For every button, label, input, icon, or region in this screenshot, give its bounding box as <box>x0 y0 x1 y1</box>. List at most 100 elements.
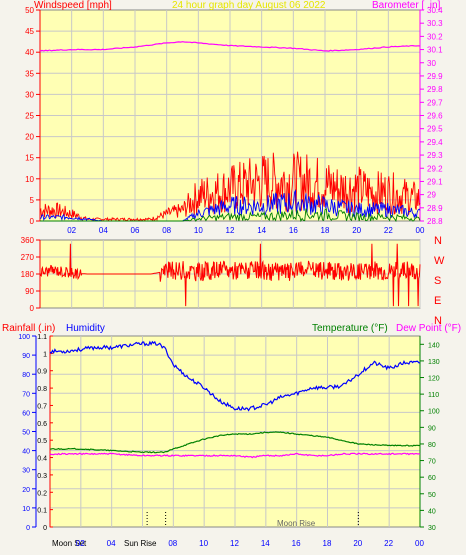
humidity-tick-label: 60 <box>22 410 30 417</box>
humidity-tick-label: 70 <box>22 391 30 398</box>
temperature-tick-label: 130 <box>428 359 440 366</box>
barometer-series <box>39 41 421 52</box>
wind-low-series <box>40 208 421 223</box>
wind-left-tick-label: 45 <box>25 27 34 36</box>
temp-x-tick-label: 00 <box>415 539 424 548</box>
temp-x-tick-label: 12 <box>230 539 239 548</box>
temperature-tick-label: 90 <box>428 425 436 432</box>
temp-x-tick-label: 20 <box>353 539 362 548</box>
dewpoint-series <box>49 452 421 459</box>
humidity-tick-label: 80 <box>22 372 30 379</box>
wind-right-tick-label: 29.4 <box>427 138 443 147</box>
wind-x-tick-label: 08 <box>162 226 171 235</box>
wind-x-tick-label: 14 <box>257 226 266 235</box>
temp-x-tick-label: 18 <box>323 539 332 548</box>
wind-gust-series <box>39 151 421 222</box>
wind-right-tick-label: 30.1 <box>427 46 443 55</box>
wind-left-tick-label: 20 <box>25 133 34 142</box>
wind-x-tick-label: 04 <box>99 226 108 235</box>
rain-tick-label: 0.9 <box>37 369 47 376</box>
wind-right-tick-label: 29.3 <box>427 151 443 160</box>
humidity-tick-label: 0 <box>26 525 30 532</box>
wind-left-tick-label: 50 <box>25 6 34 15</box>
temp-x-tick-label: 14 <box>261 539 270 548</box>
rain-tick-label: 0.7 <box>37 403 47 410</box>
rain-tick-label: 0 <box>43 525 47 532</box>
humidity-tick-label: 90 <box>22 353 30 360</box>
humidity-tick-label: 40 <box>22 449 30 456</box>
temp-x-tick-label: 02 <box>76 539 85 548</box>
wind-direction-series <box>39 243 421 307</box>
temp-x-tick-label: Moon Set <box>52 539 87 548</box>
temperature-tick-label: 120 <box>428 376 440 383</box>
rain-tick-label: 1.1 <box>37 334 47 341</box>
temp-x-tick-label: 22 <box>384 539 393 548</box>
rain-tick-label: 0.8 <box>37 386 47 393</box>
dir-left-tick-label: 180 <box>21 270 35 279</box>
wind-x-tick-label: 12 <box>226 226 235 235</box>
humidity-axis-label: Humidity <box>66 323 105 334</box>
wind-x-tick-label: 18 <box>321 226 330 235</box>
humidity-tick-label: 50 <box>22 430 30 437</box>
wind-x-tick-label: 16 <box>289 226 298 235</box>
wind-left-tick-label: 35 <box>25 69 34 78</box>
moon-rise-label: Moon Rise <box>277 519 316 528</box>
humidity-tick-label: 10 <box>22 506 30 513</box>
wind-left-axis-label: Windspeed [mph] <box>34 0 112 11</box>
wind-right-tick-label: 28.8 <box>427 217 443 226</box>
dir-compass-label: N <box>434 235 442 247</box>
dir-compass-label: W <box>434 255 445 267</box>
rainfall-axis-label: Rainfall (.in) <box>2 323 55 334</box>
temperature-tick-label: 50 <box>428 492 436 499</box>
wind-right-tick-label: 29.9 <box>427 72 443 81</box>
rain-tick-label: 0.4 <box>37 456 47 463</box>
wind-right-tick-label: 29.8 <box>427 85 443 94</box>
temperature-humidity-chart: 010203040506070809010000.10.20.30.40.50.… <box>2 323 461 548</box>
wind-left-tick-label: 30 <box>25 90 34 99</box>
wind-right-tick-label: 29.7 <box>427 98 443 107</box>
rain-tick-label: 0.5 <box>37 438 47 445</box>
wind-x-tick-label: 02 <box>67 226 76 235</box>
wind-right-tick-label: 29.6 <box>427 112 443 121</box>
wind-right-axis-label: Barometer [ .in] <box>372 0 441 11</box>
wind-left-tick-label: 25 <box>25 112 34 121</box>
dir-compass-label: N <box>434 315 442 327</box>
temperature-tick-label: 70 <box>428 459 436 466</box>
wind-x-tick-label: 22 <box>384 226 393 235</box>
temp-x-tick-label: 08 <box>168 539 177 548</box>
humidity-tick-label: 30 <box>22 468 30 475</box>
wind-right-tick-label: 29.5 <box>427 125 443 134</box>
wind-left-tick-label: 10 <box>25 175 34 184</box>
temperature-tick-label: 140 <box>428 342 440 349</box>
dir-compass-label: E <box>434 295 441 307</box>
wind-x-tick-label: 10 <box>194 226 203 235</box>
dir-compass-label: S <box>434 275 441 287</box>
temperature-series <box>49 431 420 454</box>
wind-x-tick-label: 06 <box>131 226 140 235</box>
wind-left-tick-label: 40 <box>25 48 34 57</box>
rain-tick-label: 1 <box>43 351 47 358</box>
temp-x-tick-label: Sun Rise <box>124 539 157 548</box>
temperature-tick-label: 40 <box>428 508 436 515</box>
wind-right-tick-label: 30 <box>427 59 436 68</box>
wind-barometer-chart: 0 5 10 15 20 25 30 35 40 45 50 28.8 28.9 29 29.1 29.2 29… <box>25 0 443 235</box>
wind-left-tick-label: 15 <box>25 154 34 163</box>
temperature-tick-label: 110 <box>428 392 439 399</box>
rain-tick-label: 0.6 <box>37 421 47 428</box>
humidity-tick-label: 100 <box>18 334 30 341</box>
humidity-tick-label: 20 <box>22 487 30 494</box>
rain-tick-label: 0.2 <box>37 490 47 497</box>
temp-x-tick-label: 16 <box>292 539 301 548</box>
temperature-tick-label: 100 <box>428 409 440 416</box>
rain-tick-label: 0.1 <box>37 508 47 515</box>
wind-left-tick-label: 5 <box>30 196 35 205</box>
dir-left-tick-label: 270 <box>21 253 35 262</box>
dewpoint-axis-label: Dew Point (°F) <box>396 323 461 334</box>
wind-right-tick-label: 30.4 <box>427 6 443 15</box>
wind-right-tick-label: 29 <box>427 191 436 200</box>
wind-right-tick-label: 30.2 <box>427 32 443 41</box>
wind-right-tick-label: 30.3 <box>427 19 443 28</box>
temp-x-tick-label: 04 <box>107 539 116 548</box>
wind-chart-title: 24 hour graph day August 06 2022 <box>172 0 326 11</box>
